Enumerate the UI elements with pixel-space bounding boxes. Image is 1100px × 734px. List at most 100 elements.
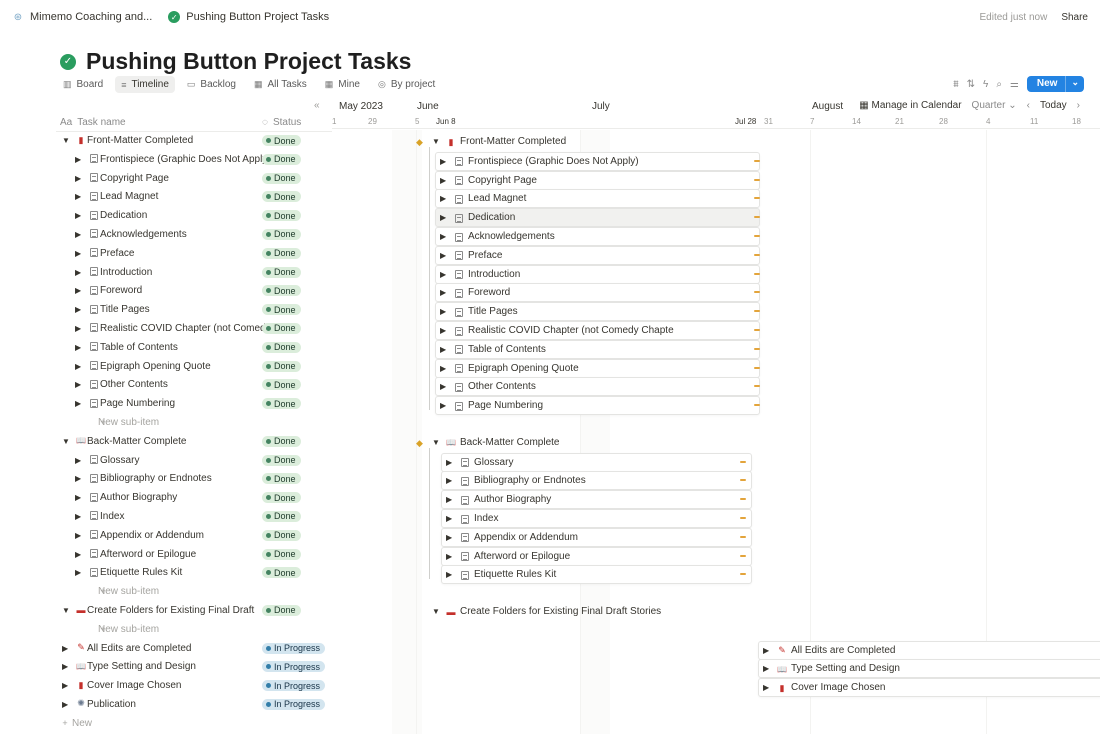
timeline-group-bar[interactable]: ▼ 📖 Back-Matter Complete: [428, 434, 748, 453]
table-row[interactable]: ▶ ✺ Publication In Progress: [56, 696, 332, 715]
chevron-right-icon[interactable]: ▶: [75, 380, 82, 390]
previous-icon[interactable]: ‹: [1026, 100, 1030, 111]
chevron-right-icon[interactable]: ▶: [75, 399, 82, 409]
chevron-right-icon[interactable]: ▶: [440, 175, 447, 185]
timeline-bar[interactable]: ▶ Copyright Page: [435, 170, 760, 190]
status-badge[interactable]: Done: [262, 228, 301, 240]
chevron-right-icon[interactable]: ▶: [440, 288, 447, 298]
timeline-bar[interactable]: ▶ Author Biography: [441, 490, 752, 510]
chevron-right-icon[interactable]: ▶: [75, 342, 82, 352]
dependency-marker[interactable]: [754, 253, 760, 256]
chevron-right-icon[interactable]: ▶: [75, 361, 82, 371]
chevron-right-icon[interactable]: ▶: [446, 495, 453, 505]
tab-all-tasks[interactable]: ▦ All Tasks: [248, 76, 313, 93]
new-sub-row[interactable]: + New sub-item: [56, 414, 332, 433]
chevron-down-icon[interactable]: ▼: [62, 136, 70, 145]
timeline-bar[interactable]: ▶ Preface: [435, 245, 760, 265]
timeline-bar[interactable]: ▶ 📖 Type Setting and Design: [758, 659, 1100, 679]
chevron-right-icon[interactable]: ▶: [440, 344, 447, 354]
chevron-down-icon[interactable]: ▼: [432, 137, 440, 146]
chevron-right-icon[interactable]: ▶: [446, 457, 453, 467]
chevron-down-icon[interactable]: ⌄: [1065, 76, 1084, 92]
dependency-marker[interactable]: [754, 197, 760, 200]
timeline-bar[interactable]: ▶ Realistic COVID Chapter (not Comedy Cha…: [435, 321, 760, 340]
dependency-marker[interactable]: [740, 573, 746, 576]
chevron-right-icon[interactable]: ▶: [446, 476, 453, 486]
search-icon[interactable]: ⌕: [996, 78, 1002, 90]
tab-mine[interactable]: ▦ Mine: [319, 76, 366, 93]
dependency-marker[interactable]: [740, 479, 746, 482]
chevron-down-icon[interactable]: ▼: [62, 436, 70, 446]
automation-icon[interactable]: ϟ: [983, 78, 989, 90]
dependency-marker[interactable]: [754, 216, 760, 219]
chevron-right-icon[interactable]: ▶: [763, 683, 770, 693]
timeline-bar[interactable]: ▶ Index: [441, 509, 752, 528]
table-row[interactable]: ▼ ▮ Front-Matter Completed Done: [56, 132, 332, 151]
chevron-right-icon[interactable]: ▶: [440, 213, 447, 223]
range-select[interactable]: Quarter ⌄: [972, 100, 1017, 111]
table-row[interactable]: ▶ Realistic COVID Chapter (not Comedy Cha…: [56, 320, 332, 339]
dependency-marker[interactable]: [754, 329, 760, 331]
dependency-marker[interactable]: [740, 517, 746, 519]
table-row[interactable]: ▶ Table of Contents Done: [56, 339, 332, 358]
timeline-bar[interactable]: ▶ Afterword or Epilogue: [441, 546, 752, 566]
timeline-bar[interactable]: ▶ Dedication: [435, 208, 760, 228]
status-badge[interactable]: Done: [262, 454, 301, 466]
status-badge[interactable]: Done: [262, 322, 301, 334]
chevron-right-icon[interactable]: ▶: [62, 643, 69, 653]
dependency-marker[interactable]: [740, 460, 746, 463]
table-row[interactable]: ▶ Frontispiece (Graphic Does Not Apply) Do…: [56, 151, 332, 170]
status-badge[interactable]: Done: [262, 473, 301, 485]
status-badge[interactable]: Done: [262, 153, 301, 165]
chevron-right-icon[interactable]: ▶: [75, 493, 82, 503]
timeline-bar[interactable]: ▶ Epigraph Opening Quote: [435, 358, 760, 378]
dependency-marker[interactable]: [754, 385, 760, 388]
share-button[interactable]: Share: [1061, 12, 1088, 23]
sort-icon[interactable]: ⇅: [966, 78, 976, 90]
timeline-bar[interactable]: ▶ Lead Magnet: [435, 189, 760, 209]
status-badge[interactable]: Done: [262, 492, 301, 504]
status-badge[interactable]: Done: [262, 548, 301, 560]
table-row[interactable]: ▼ ▬ Create Folders for Existing Final Draf…: [56, 602, 332, 621]
chevron-right-icon[interactable]: ▶: [75, 229, 82, 239]
status-badge[interactable]: In Progress: [262, 698, 326, 710]
timeline-bar[interactable]: ▶ Bibliography or Endnotes: [441, 471, 752, 491]
dependency-marker[interactable]: [740, 498, 746, 501]
new-sub-row[interactable]: + New sub-item: [56, 621, 332, 640]
status-badge[interactable]: Done: [262, 398, 301, 410]
table-row[interactable]: ▶ Etiquette Rules Kit Done: [56, 564, 332, 583]
new-top-row[interactable]: + New: [56, 715, 332, 734]
chevron-right-icon[interactable]: ▶: [75, 323, 82, 333]
manage-in-calendar-button[interactable]: ▦ Manage in Calendar: [859, 100, 961, 111]
dependency-marker[interactable]: [740, 554, 746, 557]
status-badge[interactable]: Done: [262, 304, 301, 316]
chevron-down-icon[interactable]: ▼: [62, 605, 70, 615]
table-row[interactable]: ▶ Bibliography or Endnotes Done: [56, 470, 332, 489]
dependency-marker[interactable]: [754, 159, 760, 162]
status-badge[interactable]: Done: [262, 285, 301, 297]
timeline-group-bar[interactable]: ▼ ▮ Front-Matter Completed: [428, 133, 753, 152]
status-badge[interactable]: Done: [262, 341, 301, 353]
timeline-bar[interactable]: ▶ Frontispiece (Graphic Does Not Apply): [435, 151, 760, 171]
timeline-bar[interactable]: ▶ Glossary: [441, 452, 752, 472]
chevron-right-icon[interactable]: ▶: [440, 156, 447, 166]
dependency-marker[interactable]: [754, 310, 760, 313]
chevron-right-icon[interactable]: ▶: [75, 549, 82, 559]
timeline-bar[interactable]: ▶ Etiquette Rules Kit: [441, 565, 752, 585]
chevron-right-icon[interactable]: ▶: [440, 363, 447, 373]
table-row[interactable]: ▶ Appendix or Addendum Done: [56, 527, 332, 546]
status-badge[interactable]: Done: [262, 379, 301, 391]
breadcrumb-workspace[interactable]: ⊛ Mimemo Coaching and...: [12, 11, 152, 23]
timeline-bar[interactable]: ▶ Appendix or Addendum: [441, 527, 752, 547]
status-badge[interactable]: In Progress: [262, 661, 326, 673]
dependency-marker[interactable]: [754, 291, 760, 294]
chevron-right-icon[interactable]: ▶: [62, 681, 69, 691]
chevron-right-icon[interactable]: ▶: [440, 382, 447, 392]
chevron-right-icon[interactable]: ▶: [440, 307, 447, 317]
page-title[interactable]: Pushing Button Project Tasks: [86, 48, 412, 74]
table-row[interactable]: ▶ ✎ All Edits are Completed In Progress: [56, 640, 332, 659]
status-badge[interactable]: Done: [262, 135, 301, 146]
table-row[interactable]: ▶ Acknowledgements Done: [56, 226, 332, 245]
timeline-bar[interactable]: ▶ Other Contents: [435, 377, 760, 397]
chevron-right-icon[interactable]: ▶: [75, 267, 82, 277]
